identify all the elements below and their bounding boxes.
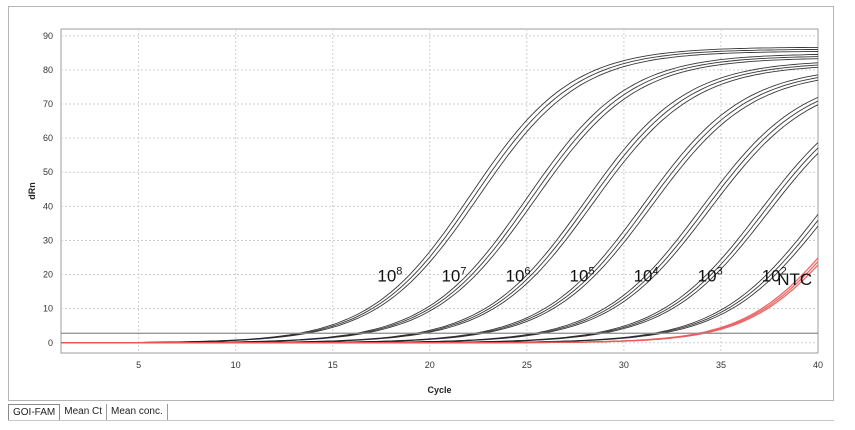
- concentration-label: 108: [377, 265, 402, 285]
- y-tick-label: 0: [48, 338, 53, 348]
- tab-mean-conc[interactable]: Mean conc.: [107, 404, 168, 420]
- tab-bar-divider: [8, 420, 834, 421]
- tab-mean-ct[interactable]: Mean Ct: [60, 404, 108, 420]
- x-tick-label: 25: [522, 360, 532, 370]
- concentration-label: 105: [570, 265, 595, 285]
- concentration-label: 107: [441, 265, 466, 285]
- concentration-label: 104: [634, 265, 659, 285]
- y-tick-label: 10: [43, 304, 53, 314]
- concentration-label: NTC: [777, 270, 812, 289]
- concentration-label: 103: [698, 265, 723, 285]
- concentration-label: 102: [762, 265, 787, 285]
- y-tick-label: 60: [43, 133, 53, 143]
- y-tick-label: 20: [43, 270, 53, 280]
- x-tick-label: 35: [716, 360, 726, 370]
- y-tick-label: 30: [43, 235, 53, 245]
- x-tick-label: 5: [136, 360, 141, 370]
- x-tick-label: 40: [813, 360, 823, 370]
- x-tick-label: 30: [619, 360, 629, 370]
- chart-panel: 5 10 15 20 25 30 35 40 0 10 20 30 40 50 60 70 80 90 Cycle d…: [8, 6, 834, 401]
- x-tick-label: 20: [425, 360, 435, 370]
- tab-bar: GOI-FAM Mean Ct Mean conc.: [8, 404, 168, 420]
- amplification-plot: 5 10 15 20 25 30 35 40 0 10 20 30 40 50 60 70 80 90 Cycle d…: [27, 28, 823, 395]
- amplification-curve: [61, 264, 819, 344]
- x-tick-label: 15: [328, 360, 338, 370]
- y-tick-label: 70: [43, 99, 53, 109]
- y-tick-label: 90: [43, 31, 53, 41]
- amplification-curve: [61, 51, 819, 344]
- x-axis-title: Cycle: [427, 385, 451, 395]
- x-tick-label: 10: [231, 360, 241, 370]
- tab-goi-fam[interactable]: GOI-FAM: [8, 404, 61, 420]
- y-axis-title: dRn: [27, 182, 37, 200]
- concentration-label: 106: [505, 265, 530, 285]
- plot-area: [60, 28, 819, 354]
- y-tick-label: 80: [43, 65, 53, 75]
- y-tick-label: 50: [43, 167, 53, 177]
- y-tick-label: 40: [43, 201, 53, 211]
